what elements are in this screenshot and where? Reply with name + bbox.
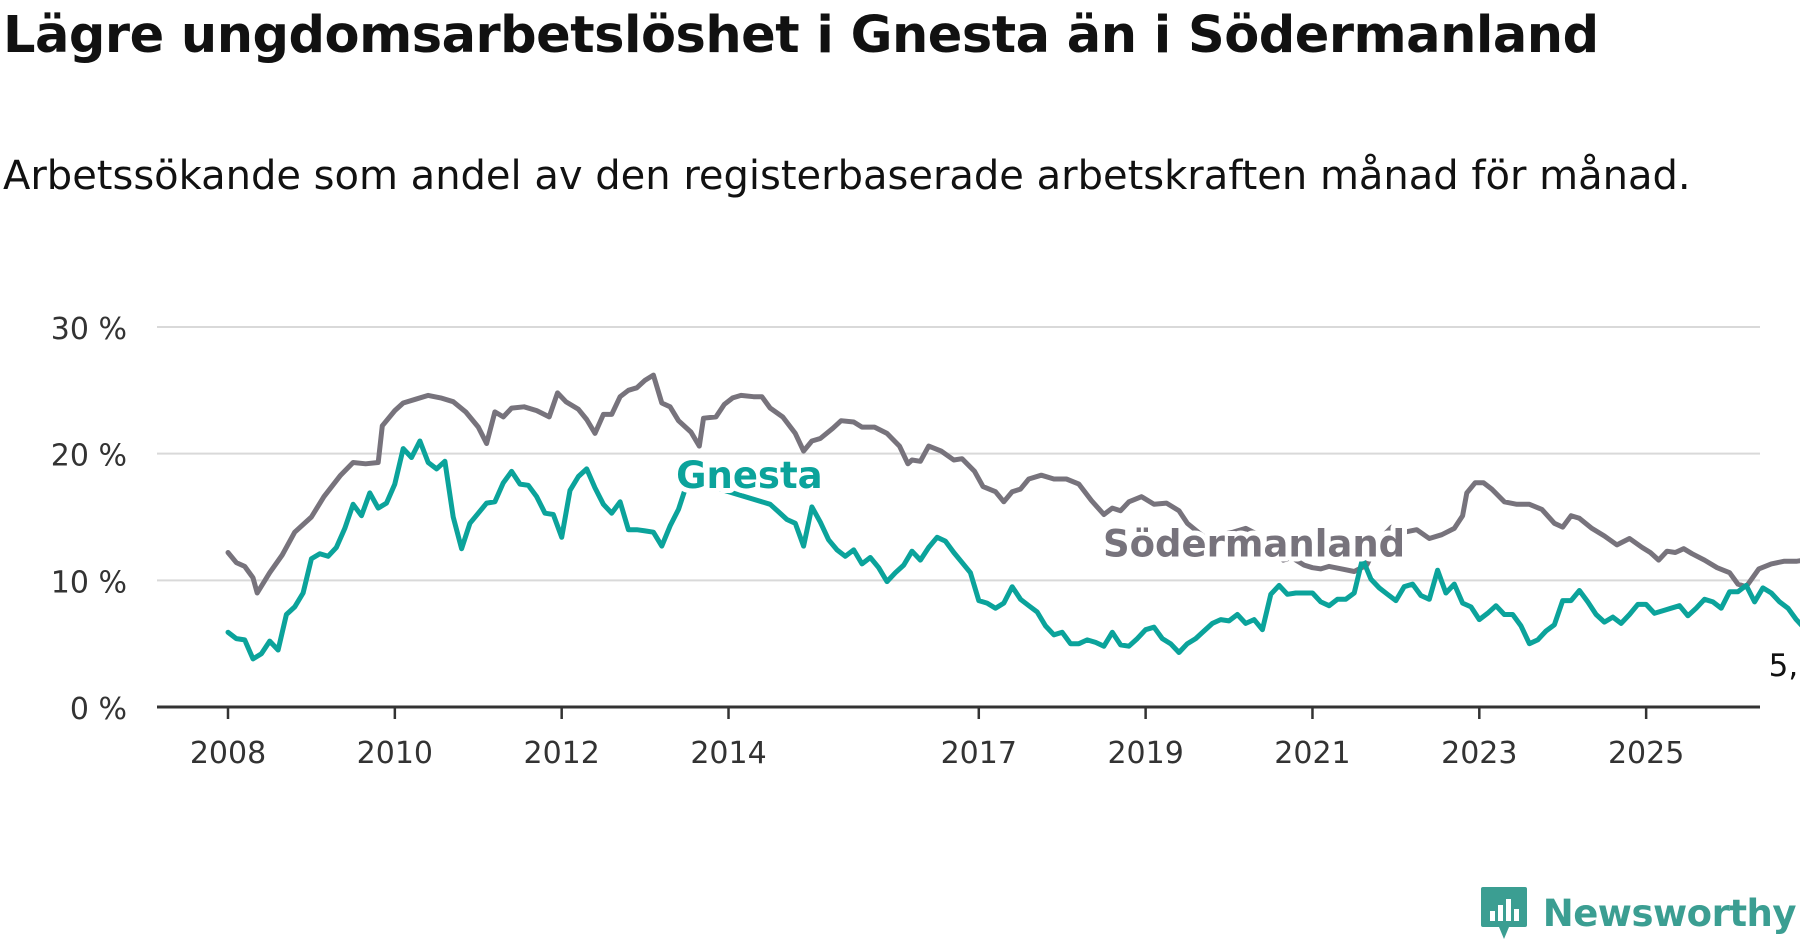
series-line-gnesta [225,438,1800,662]
x-tick-label: 2025 [1608,736,1684,771]
x-tick-label: 2021 [1274,736,1350,771]
x-tick-label: 2017 [941,736,1017,771]
y-tick-label: 10 % [51,565,127,600]
x-tick-label: 2010 [357,736,433,771]
y-tick-label: 0 % [70,692,127,727]
grid-lines [157,326,1760,582]
chart-title: Lägre ungdomsarbetslöshet i Gnesta än i … [3,6,1599,65]
y-tick-label: 30 % [51,312,127,347]
x-axis-ticks: 2008 2010 2012 2014 2017 2019 2021 2023 2025 [190,707,1684,771]
series-lines [225,372,1800,662]
series-name-label-s-dermanland: Södermanland [1103,522,1405,565]
newsworthy-logo-icon [1480,887,1527,939]
brand-logo: Newsworthy [1479,885,1797,941]
series-line-s-dermanland [225,372,1800,596]
series-end-label-gnesta: 5,6 % [1769,648,1800,684]
x-tick-label: 2012 [524,736,600,771]
chart-subtitle: Arbetssökande som andel av den registerb… [3,153,1691,199]
brand-name: Newsworthy [1542,891,1797,935]
y-axis-tick-labels: 0 % 10 % 20 % 30 % [51,312,127,727]
x-tick-label: 2019 [1107,736,1183,771]
x-tick-label: 2023 [1441,736,1517,771]
series-name-label-gnesta: Gnesta [676,454,822,497]
x-tick-label: 2008 [190,736,266,771]
y-tick-label: 20 % [51,439,127,474]
x-tick-label: 2014 [690,736,766,771]
